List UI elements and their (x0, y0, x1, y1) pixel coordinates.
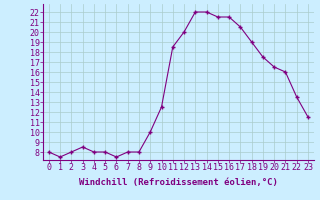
X-axis label: Windchill (Refroidissement éolien,°C): Windchill (Refroidissement éolien,°C) (79, 178, 278, 187)
